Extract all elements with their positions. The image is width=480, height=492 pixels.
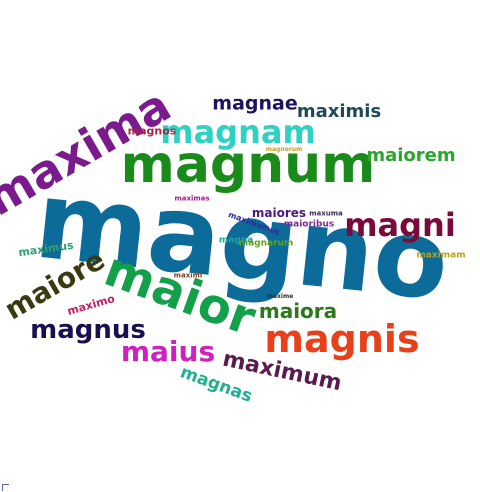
word-magnum: magnum — [120, 135, 376, 195]
word-maioribus: maioribus — [283, 219, 335, 230]
word-maximo: maximo — [65, 292, 117, 318]
word-magni: magni — [344, 206, 456, 244]
word-maximis: maximis — [296, 101, 382, 122]
word-magnae: magnae — [212, 92, 298, 115]
word-magna: magna — [218, 235, 254, 246]
word-maximi: maximi — [173, 271, 203, 280]
word-maiorem: maiorem — [366, 145, 456, 166]
word-maiora: maiora — [258, 299, 338, 323]
word-magnis: magnis — [264, 317, 420, 361]
corner-mark — [2, 484, 9, 491]
word-magnus: magnus — [30, 315, 146, 345]
word-magnorum: magnorum — [265, 146, 303, 153]
word-maiores: maiores — [251, 206, 307, 220]
word-maxime: maxime — [266, 293, 294, 300]
word-maius: maius — [120, 335, 216, 368]
word-maxuma: maxuma — [309, 209, 343, 218]
word-magnarum: magnarum — [238, 238, 294, 249]
word-maximam: maximam — [416, 250, 466, 261]
word-maximas: maximas — [174, 194, 210, 203]
word-magnam: magnam — [160, 113, 316, 151]
word-magnos: magnos — [127, 124, 177, 138]
